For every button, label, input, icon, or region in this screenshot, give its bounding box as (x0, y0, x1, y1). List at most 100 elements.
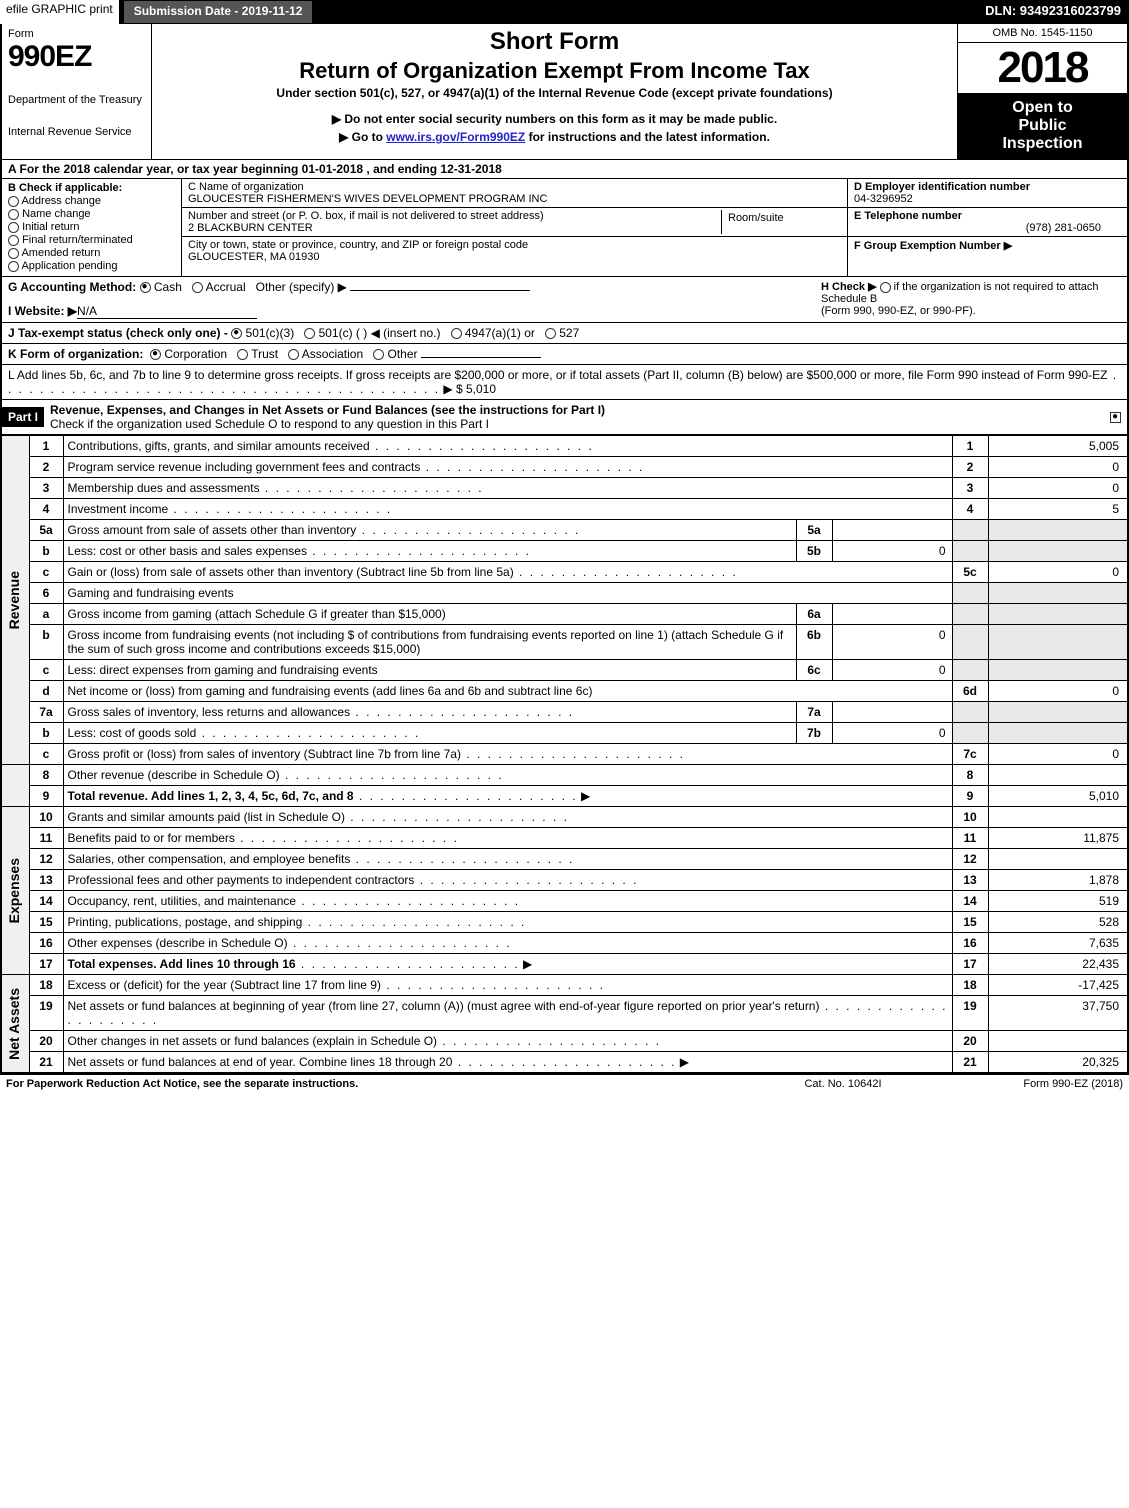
line-12-box: 12 (952, 849, 988, 870)
footer-cat-no: Cat. No. 10642I (743, 1078, 943, 1090)
phone-label: E Telephone number (854, 210, 1121, 222)
city-row: City or town, state or province, country… (182, 237, 847, 265)
part-i-checkbox-wrap (1110, 410, 1127, 424)
line-6a-grey (952, 604, 988, 625)
line-19-box: 19 (952, 996, 988, 1031)
part-i-title: Revenue, Expenses, and Changes in Net As… (50, 403, 605, 417)
chk-name-change-label: Name change (22, 208, 91, 220)
chk-527[interactable] (545, 328, 556, 339)
chk-other-org[interactable] (373, 349, 384, 360)
line-10-box: 10 (952, 807, 988, 828)
form-number: 990EZ (8, 40, 145, 74)
sidebar-revenue-label: Revenue (6, 571, 22, 629)
ein-value: 04-3296952 (854, 193, 1121, 205)
sidebar-expenses: Expenses (1, 807, 29, 975)
line-4-box: 4 (952, 499, 988, 520)
line-14-num: 14 (29, 891, 63, 912)
line-19-desc: Net assets or fund balances at beginning… (63, 996, 952, 1031)
website-label: I Website: ▶ (8, 304, 77, 318)
line-5a-grey-amt (988, 520, 1128, 541)
line-5a-samt (832, 520, 952, 541)
chk-corporation-label: Corporation (164, 347, 227, 361)
line-14-box: 14 (952, 891, 988, 912)
chk-cash[interactable] (140, 282, 151, 293)
line-4-amt: 5 (988, 499, 1128, 520)
line-11-num: 11 (29, 828, 63, 849)
line-12-desc: Salaries, other compensation, and employ… (63, 849, 952, 870)
line-14-desc: Occupancy, rent, utilities, and maintena… (63, 891, 952, 912)
room-suite: Room/suite (721, 210, 841, 234)
submission-date-button[interactable]: Submission Date - 2019-11-12 (123, 0, 314, 24)
chk-application-pending[interactable]: Application pending (8, 260, 175, 272)
chk-name-change[interactable]: Name change (8, 208, 175, 220)
line-7a-grey (952, 702, 988, 723)
line-21-box: 21 (952, 1052, 988, 1074)
chk-association-label: Association (302, 347, 363, 361)
line-21-arrow: ▶ (680, 1055, 689, 1069)
irs-link[interactable]: www.irs.gov/Form990EZ (386, 130, 525, 144)
chk-final-return[interactable]: Final return/terminated (8, 234, 175, 246)
title-short-form: Short Form (160, 28, 949, 56)
chk-amended-return[interactable]: Amended return (8, 247, 175, 259)
line-l-text: L Add lines 5b, 6c, and 7b to line 9 to … (8, 368, 1107, 382)
chk-application-pending-label: Application pending (21, 260, 117, 272)
line-5b-sbox: 5b (796, 541, 832, 562)
dept-irs: Internal Revenue Service (8, 126, 145, 138)
chk-initial-return[interactable]: Initial return (8, 221, 175, 233)
line-12-amt (988, 849, 1128, 870)
other-org-field[interactable] (421, 357, 541, 358)
line-17-arrow: ▶ (523, 957, 532, 971)
address-row: Number and street (or P. O. box, if mail… (182, 208, 847, 237)
line-8-amt (988, 765, 1128, 786)
open-line1: Open to (962, 99, 1123, 117)
line-6d-desc: Net income or (loss) from gaming and fun… (63, 681, 952, 702)
chk-org-not-required[interactable] (880, 282, 891, 293)
chk-501c3-label: 501(c)(3) (246, 326, 295, 340)
line-10-amt (988, 807, 1128, 828)
line-7a-sbox: 7a (796, 702, 832, 723)
chk-corporation[interactable] (150, 349, 161, 360)
other-specify-field[interactable] (350, 290, 530, 291)
address-value: 2 BLACKBURN CENTER (188, 222, 721, 234)
chk-501c[interactable] (304, 328, 315, 339)
line-16-num: 16 (29, 933, 63, 954)
line-1-box: 1 (952, 436, 988, 457)
dept-treasury: Department of the Treasury (8, 94, 145, 106)
line-21-amt: 20,325 (988, 1052, 1128, 1074)
line-5a-grey (952, 520, 988, 541)
row-j: J Tax-exempt status (check only one) - 5… (0, 323, 1129, 344)
h-text2: (Form 990, 990-EZ, or 990-PF). (821, 305, 976, 317)
line-6b-num: b (29, 625, 63, 660)
ein-label: D Employer identification number (854, 181, 1121, 193)
sidebar-net-assets: Net Assets (1, 975, 29, 1074)
chk-trust[interactable] (237, 349, 248, 360)
tax-exempt-label: J Tax-exempt status (check only one) - (8, 326, 231, 340)
line-20-amt (988, 1031, 1128, 1052)
line-6a-samt (832, 604, 952, 625)
line-15-box: 15 (952, 912, 988, 933)
part-i-checkbox[interactable] (1110, 412, 1121, 423)
line-6c-grey-amt (988, 660, 1128, 681)
row-g-h: G Accounting Method: Cash Accrual Other … (0, 277, 1129, 323)
chk-4947[interactable] (451, 328, 462, 339)
form-word: Form (8, 28, 145, 40)
chk-address-change[interactable]: Address change (8, 195, 175, 207)
row-k: K Form of organization: Corporation Trus… (0, 344, 1129, 365)
line-5b-samt: 0 (832, 541, 952, 562)
line-14-amt: 519 (988, 891, 1128, 912)
org-name-row: C Name of organization GLOUCESTER FISHER… (182, 179, 847, 208)
chk-501c3[interactable] (231, 328, 242, 339)
chk-association[interactable] (288, 349, 299, 360)
line-2-box: 2 (952, 457, 988, 478)
line-17-num: 17 (29, 954, 63, 975)
line-1-num: 1 (29, 436, 63, 457)
line-6d-num: d (29, 681, 63, 702)
city-label: City or town, state or province, country… (188, 239, 841, 251)
tax-year: 2018 (958, 43, 1127, 93)
line-7b-sbox: 7b (796, 723, 832, 744)
chk-initial-return-label: Initial return (22, 221, 79, 233)
footer-left: For Paperwork Reduction Act Notice, see … (6, 1078, 743, 1090)
line-7a-num: 7a (29, 702, 63, 723)
chk-accrual[interactable] (192, 282, 203, 293)
line-7b-num: b (29, 723, 63, 744)
